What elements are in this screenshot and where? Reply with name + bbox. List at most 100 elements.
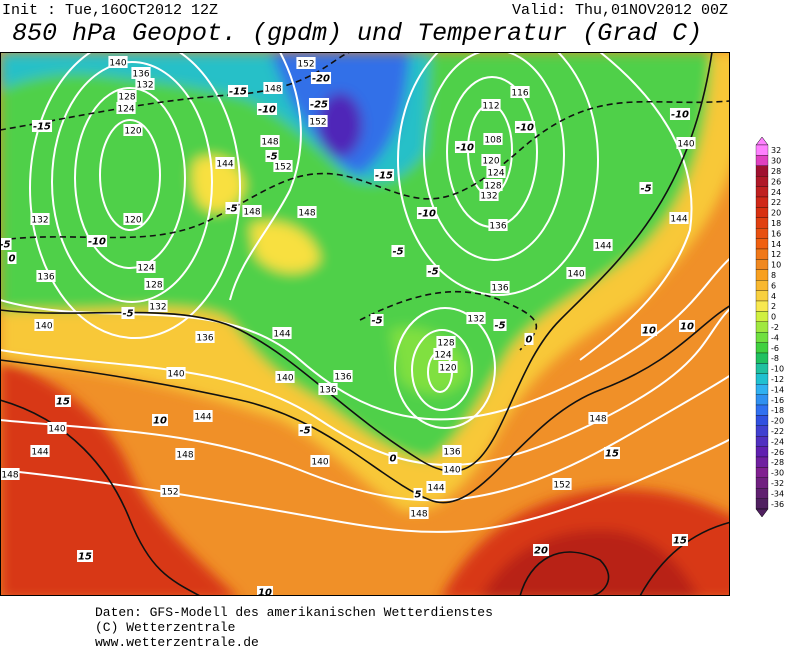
temperature-label-bg bbox=[298, 424, 312, 436]
geopotential-label-bg bbox=[260, 135, 280, 147]
temperature-label-bg bbox=[672, 534, 688, 546]
temperature-label-bg bbox=[514, 121, 536, 133]
colorbar-swatch bbox=[755, 467, 769, 478]
temperature-label-bg bbox=[388, 452, 398, 464]
temperature-label-bg bbox=[679, 320, 695, 332]
temperature-label-bg bbox=[0, 238, 12, 250]
geopotential-label: 140 bbox=[48, 425, 65, 435]
geopotential-label-bg bbox=[566, 267, 586, 279]
geopotential-label: 124 bbox=[487, 169, 504, 179]
geopotential-label-bg bbox=[47, 422, 67, 434]
temperature-label: -5 bbox=[226, 204, 237, 215]
colorbar-label: 12 bbox=[771, 250, 781, 259]
geopotential-label-bg bbox=[552, 478, 572, 490]
colorbar-label: -16 bbox=[771, 396, 784, 405]
temperature-label: -10 bbox=[671, 110, 689, 121]
geopotential-label: 128 bbox=[118, 93, 135, 103]
colorbar-swatch bbox=[755, 196, 769, 208]
geopotential-label: 140 bbox=[276, 374, 293, 384]
geopotential-label-bg bbox=[131, 67, 151, 79]
temperature-label: -5 bbox=[494, 321, 505, 332]
geopotential-label-bg bbox=[148, 300, 168, 312]
geopotential-label: 124 bbox=[434, 351, 451, 361]
temperature-label-bg bbox=[256, 103, 278, 115]
geopotential-label: 112 bbox=[482, 102, 499, 112]
colorbar-label: -2 bbox=[771, 323, 779, 332]
geopotential-label-bg bbox=[481, 154, 501, 166]
colorbar-label: 14 bbox=[771, 240, 781, 249]
geopotential-label: 148 bbox=[589, 415, 606, 425]
colorbar-swatch bbox=[755, 363, 769, 374]
temperature-label-bg bbox=[31, 120, 53, 132]
geopotential-label-bg bbox=[433, 348, 453, 360]
colorbar-label: -8 bbox=[771, 354, 779, 363]
geopotential-label: 148 bbox=[243, 208, 260, 218]
temperature-label-bg bbox=[413, 488, 423, 500]
geopotential-label: 132 bbox=[480, 192, 497, 202]
colorbar-swatch bbox=[755, 477, 769, 489]
geopotential-label: 140 bbox=[443, 466, 460, 476]
geopotential-label-bg bbox=[409, 507, 429, 519]
colorbar-swatch bbox=[755, 217, 769, 229]
geopotential-label: 132 bbox=[136, 81, 153, 91]
colorbar-swatch bbox=[755, 207, 769, 218]
temperature-label-bg bbox=[227, 85, 249, 97]
colorbar-swatch bbox=[755, 228, 769, 239]
geopotential-label-bg bbox=[588, 412, 608, 424]
temperature-label: 15 bbox=[56, 397, 70, 408]
colorbar-bottom-arrow bbox=[755, 508, 769, 518]
geopotential-label: 128 bbox=[437, 339, 454, 349]
geopotential-label: 124 bbox=[117, 105, 134, 115]
geopotential-label: 144 bbox=[194, 413, 211, 423]
temperature-label: 15 bbox=[673, 536, 687, 547]
temperature-label: -15 bbox=[229, 87, 247, 98]
temperature-label: 10 bbox=[153, 416, 167, 427]
geopotential-label: 108 bbox=[484, 136, 501, 146]
geopotential-label-bg bbox=[426, 481, 446, 493]
geopotential-label-bg bbox=[479, 189, 499, 201]
geopotential-label: 120 bbox=[124, 127, 141, 137]
geopotential-label-bg bbox=[593, 239, 613, 251]
geopotential-label-bg bbox=[195, 331, 215, 343]
temperature-label-bg bbox=[370, 314, 384, 326]
colorbar-swatch bbox=[755, 238, 769, 250]
valid-time: Valid: Thu,01NOV2012 00Z bbox=[512, 2, 728, 19]
geopotential-label: 144 bbox=[427, 484, 444, 494]
colorbar-label: -32 bbox=[771, 479, 784, 488]
geopotential-label: 140 bbox=[567, 270, 584, 280]
colorbar-label: -10 bbox=[771, 365, 784, 374]
colorbar-top-arrow bbox=[755, 136, 769, 146]
temperature-label: 15 bbox=[78, 552, 92, 563]
colorbar-swatch bbox=[755, 456, 769, 468]
temperature-label-bg bbox=[639, 182, 653, 194]
temperature-label: 0 bbox=[9, 254, 16, 265]
temperature-label: 0 bbox=[390, 454, 397, 465]
temperature-label-bg bbox=[121, 307, 135, 319]
geopotential-label-bg bbox=[116, 102, 136, 114]
colorbar-swatch bbox=[755, 373, 769, 385]
geopotential-label: 132 bbox=[31, 216, 48, 226]
geopotential-label-bg bbox=[490, 281, 510, 293]
geopotential-label-bg bbox=[486, 166, 506, 178]
colorbar: 32302826242220181614121086420-2-4-6-8-10… bbox=[755, 136, 784, 518]
geopotential-label-bg bbox=[263, 82, 283, 94]
geopotential-label: 120 bbox=[439, 364, 456, 374]
colorbar-swatch bbox=[755, 394, 769, 406]
temperature-label: -5 bbox=[427, 267, 438, 278]
colorbar-label: 30 bbox=[771, 157, 781, 166]
geopotential-label-bg bbox=[308, 115, 328, 127]
colorbar-swatch bbox=[755, 446, 769, 458]
geopotential-label-bg bbox=[442, 463, 462, 475]
geopotential-label: 136 bbox=[319, 386, 336, 396]
colorbar-swatch bbox=[755, 269, 769, 281]
colorbar-swatch bbox=[755, 165, 769, 177]
footer: Daten: GFS-Modell des amerikanischen Wet… bbox=[95, 605, 493, 648]
temperature-label-bg bbox=[416, 207, 438, 219]
colorbar-swatch bbox=[755, 176, 769, 187]
geopotential-label-bg bbox=[0, 468, 20, 480]
colorbar-swatch bbox=[755, 248, 769, 260]
temperature-label: 10 bbox=[642, 326, 656, 337]
temperature-label-bg bbox=[533, 544, 549, 556]
